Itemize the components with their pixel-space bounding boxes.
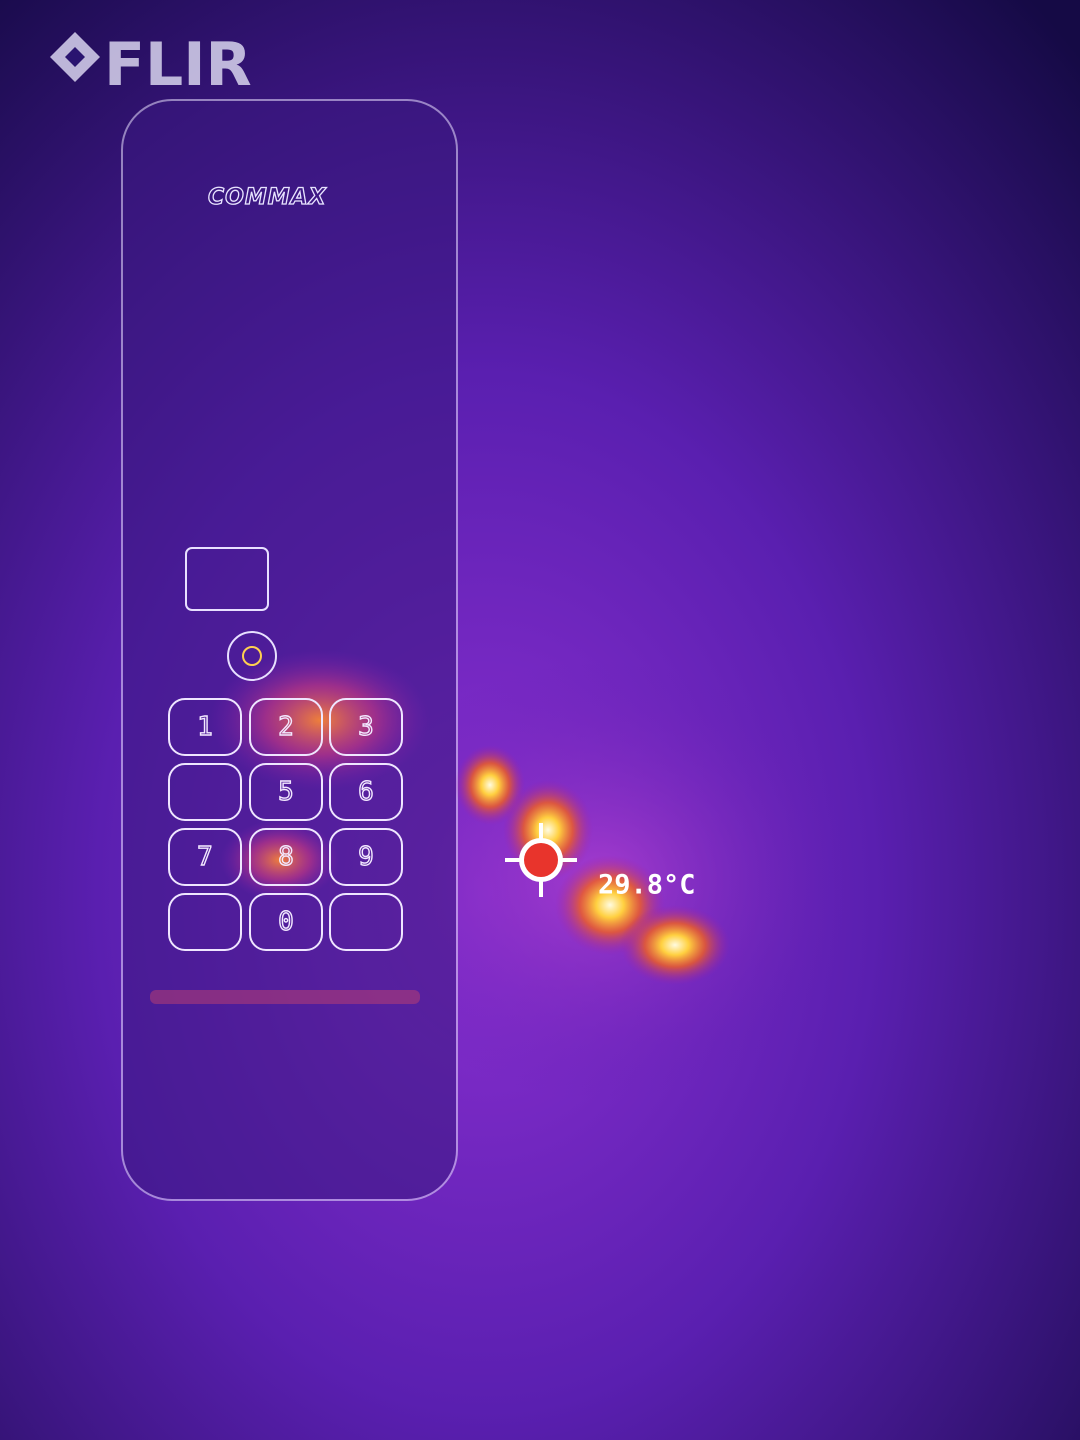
key-outline xyxy=(168,828,242,886)
key-label: 6 xyxy=(358,777,374,807)
key-label: 7 xyxy=(197,842,213,872)
brand: COMMAX xyxy=(208,185,327,210)
key-outline xyxy=(329,763,403,821)
key-label: 3 xyxy=(358,712,374,742)
key-label: 2 xyxy=(278,712,294,742)
card-reader xyxy=(185,547,269,611)
button xyxy=(242,646,262,666)
device-body xyxy=(121,99,458,1201)
handle-edge xyxy=(150,990,420,1004)
logo-mark xyxy=(50,32,100,82)
temperature-reading: 29.8°C xyxy=(598,870,696,901)
key-outline xyxy=(168,893,242,951)
key-outline xyxy=(249,763,323,821)
key-outline xyxy=(249,828,323,886)
keypad: 1 2 3 5 6 7 8 9 0 xyxy=(168,698,403,951)
key-label: 8 xyxy=(278,842,294,872)
key-outline xyxy=(168,698,242,756)
key-outline xyxy=(168,763,242,821)
button xyxy=(227,631,277,681)
crosshair xyxy=(505,823,577,897)
key-outline xyxy=(249,698,323,756)
key-outline xyxy=(249,893,323,951)
key-outline xyxy=(329,828,403,886)
key-outline xyxy=(329,893,403,951)
key-label: 1 xyxy=(197,712,213,742)
key-outline xyxy=(329,698,403,756)
key-label: 9 xyxy=(358,842,374,872)
key-label: 5 xyxy=(278,777,294,807)
key-label: 0 xyxy=(278,907,294,937)
heat-spot xyxy=(455,745,525,825)
logo: FLIR xyxy=(104,30,252,100)
heat-spot xyxy=(620,905,730,985)
